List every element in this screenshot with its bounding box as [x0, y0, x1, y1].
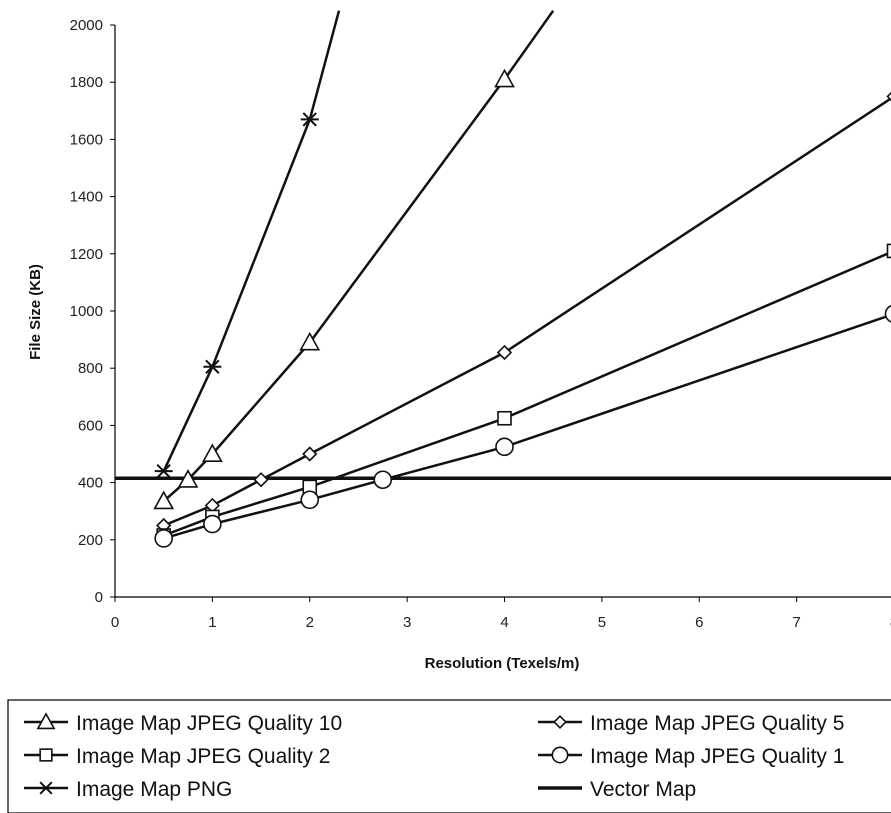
x-tick-label: 7	[792, 614, 800, 631]
star-marker	[300, 112, 319, 127]
x-tick-label: 1	[208, 614, 216, 631]
square-marker	[39, 748, 53, 762]
legend-label: Image Map JPEG Quality 5	[590, 712, 844, 735]
series-line	[163, 96, 891, 527]
y-tick-label: 600	[78, 417, 103, 434]
y-tick-label: 1600	[70, 131, 103, 148]
triangle-marker	[494, 68, 515, 88]
star-marker	[37, 781, 55, 795]
legend-item: Image Map JPEG Quality 5	[538, 712, 844, 735]
star-marker	[154, 463, 173, 479]
legend-label: Image Map JPEG Quality 2	[76, 745, 330, 768]
y-tick-label: 1400	[70, 189, 103, 206]
legend-label: Image Map JPEG Quality 10	[76, 712, 342, 735]
circle-marker	[551, 746, 569, 764]
y-tick-label: 1000	[70, 303, 103, 320]
y-tick-label: 200	[78, 532, 103, 549]
diamond-marker	[253, 472, 269, 488]
triangle-marker	[299, 331, 321, 351]
circle-marker	[203, 514, 222, 534]
legend-label: Image Map PNG	[76, 778, 232, 801]
y-tick-label: 800	[78, 360, 103, 377]
circle-marker	[884, 305, 891, 323]
square-marker	[497, 410, 512, 426]
y-tick-label: 0	[95, 589, 103, 606]
circle-marker	[300, 490, 320, 510]
legend-item: Image Map JPEG Quality 1	[538, 745, 844, 768]
legend: Image Map JPEG Quality 10 Image Map JPEG …	[7, 699, 891, 813]
legend-label: Image Map JPEG Quality 1	[590, 745, 844, 768]
legend-item: Image Map JPEG Quality 2	[24, 745, 330, 768]
x-tick-label: 5	[598, 614, 606, 631]
x-tick-label: 4	[500, 614, 508, 631]
series-line	[163, 250, 891, 537]
x-tick-label: 6	[695, 614, 703, 631]
diamond-marker	[496, 344, 513, 361]
circle-marker	[373, 470, 393, 490]
triangle-marker	[153, 490, 175, 510]
circle-marker	[495, 437, 514, 457]
series-line	[162, 10, 341, 472]
y-axis-title: File Size (KB)	[27, 264, 44, 360]
legend-label: Vector Map	[590, 778, 696, 801]
legend-item: Image Map PNG	[24, 778, 232, 801]
diamond-marker	[553, 715, 567, 729]
triangle-marker	[177, 469, 199, 488]
x-tick-label: 3	[403, 614, 411, 631]
square-marker	[886, 243, 891, 259]
y-tick-label: 1800	[70, 74, 103, 91]
x-axis-title: Resolution (Texels/m)	[425, 655, 580, 672]
legend-box	[7, 699, 891, 813]
triangle-marker	[36, 712, 56, 730]
y-tick-label: 400	[78, 475, 103, 492]
legend-item: Vector Map	[538, 778, 696, 801]
diamond-marker	[302, 446, 318, 462]
y-tick-label: 2000	[70, 17, 103, 34]
circle-marker	[154, 529, 173, 548]
x-tick-label: 0	[111, 614, 119, 631]
legend-item: Image Map JPEG Quality 10	[24, 712, 342, 735]
diamond-marker	[886, 91, 891, 102]
star-marker	[203, 359, 222, 374]
y-tick-label: 1200	[70, 246, 103, 263]
x-tick-label: 2	[306, 614, 314, 631]
triangle-marker	[202, 443, 223, 463]
series-line	[163, 313, 891, 540]
x-tick-label: 8	[890, 614, 891, 631]
